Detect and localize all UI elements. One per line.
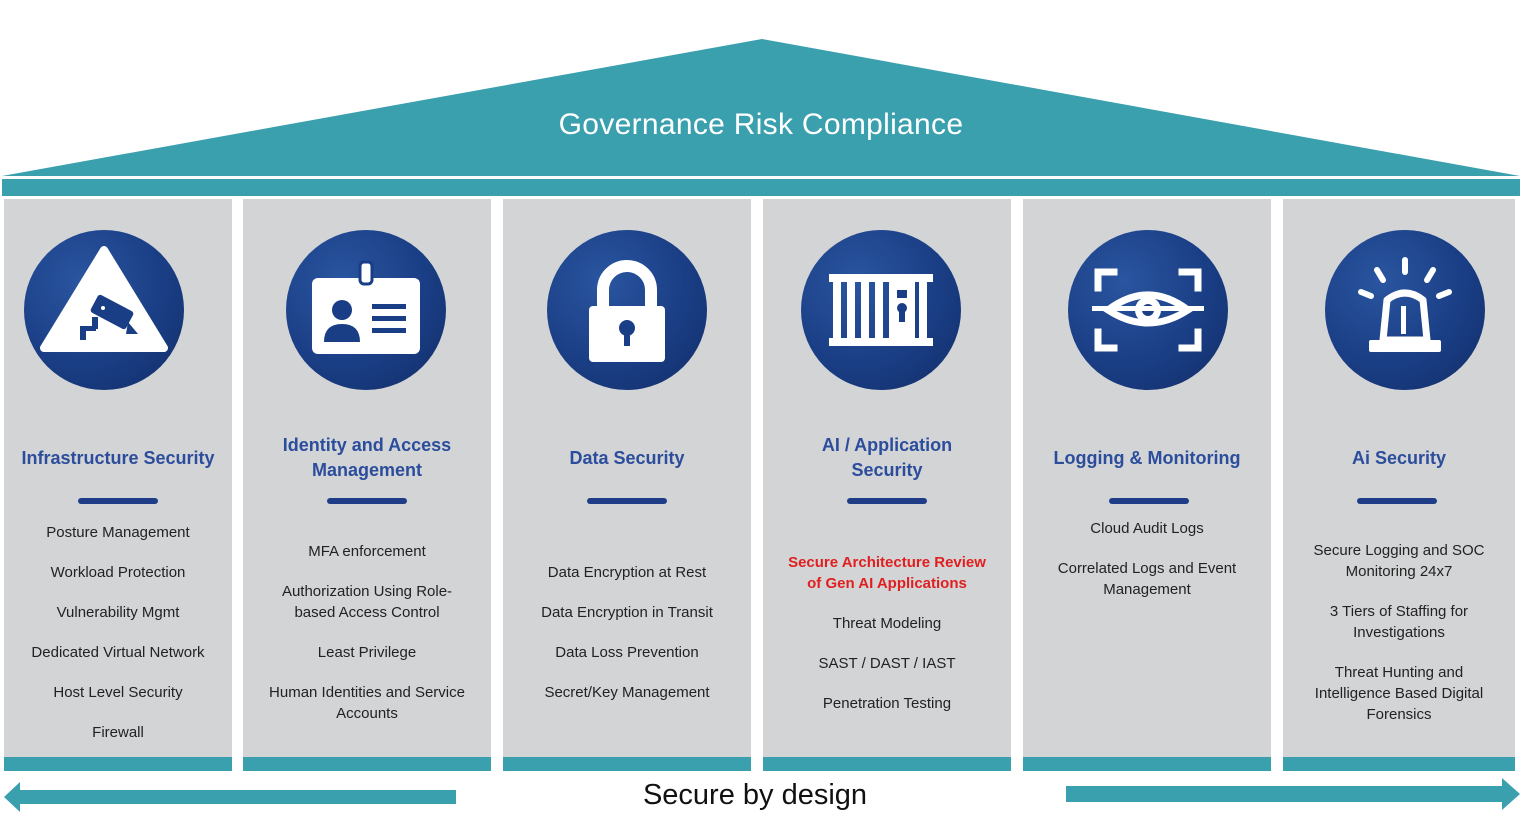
pillar-data-security: Data Security Data Encryption at Rest Da… [503, 199, 751, 771]
pillar-item: Secure Logging and SOC Monitoring 24x7 [1313, 542, 1485, 580]
pillar-item: Workload Protection [50, 564, 186, 581]
pillar-infrastructure-security: Infrastructure Security Posture Manageme… [4, 199, 232, 771]
pillar-item: Penetration Testing [822, 694, 952, 712]
pillar-identity-access-management: Identity and Access Management MFA enfor… [243, 199, 491, 771]
pillar-base [503, 757, 751, 771]
pillar-item: Threat Hunting and Intelligence Based Di… [1314, 664, 1484, 723]
pillar-divider [78, 498, 158, 504]
pillar-logging-monitoring: Logging & Monitoring Cloud Audit Logs Co… [1023, 199, 1271, 771]
pillar-divider [1357, 498, 1437, 504]
pillar-item: Vulnerability Mgmt [56, 604, 180, 621]
pillar-ai-security: Ai Security Secure Logging and SOC Monit… [1283, 199, 1515, 771]
roof [2, 39, 1520, 196]
pillar-item: Firewall [92, 724, 144, 741]
pillar-title: Ai Security [1351, 447, 1447, 468]
surveillance-camera-warning-icon [24, 230, 184, 390]
pillar-items: MFA enforcement Authorization Using Role… [247, 511, 487, 754]
pillar-item-highlight: Secure Architecture Review of Gen AI App… [788, 553, 986, 592]
firewall-bars-lock-icon [801, 230, 961, 390]
pillar-item: Secret/Key Management [544, 684, 710, 701]
eye-scan-icon [1068, 230, 1228, 390]
pillar-item: Data Loss Prevention [555, 644, 699, 661]
pillar-items: Posture Management Workload Protection V… [8, 511, 228, 754]
pillar-item: Posture Management [46, 524, 190, 541]
pillar-title: Data Security [569, 447, 685, 468]
pillar-base [4, 757, 232, 771]
pillar-title: AI / Application Security [821, 435, 953, 480]
pillar-divider [327, 498, 407, 504]
pillar-item: Authorization Using Role-based Access Co… [281, 583, 453, 621]
pillar-divider [587, 498, 667, 504]
pillar-items: Data Encryption at Rest Data Encryption … [507, 511, 747, 754]
pillar-item: Least Privilege [317, 644, 417, 661]
pillar-base [1023, 757, 1271, 771]
pillar-item: Dedicated Virtual Network [31, 644, 205, 661]
pillar-items: Secure Logging and SOC Monitoring 24x7 3… [1287, 511, 1511, 754]
pillar-title: Identity and Access Management [282, 435, 452, 480]
pillar-base [763, 757, 1011, 771]
pillar-item: Correlated Logs and Event Management [1057, 560, 1237, 598]
pillar-item: Threat Modeling [832, 614, 942, 632]
alarm-siren-icon [1325, 230, 1485, 390]
footer-label: Secure by design [642, 779, 868, 811]
pillar-items: Cloud Audit Logs Correlated Logs and Eve… [1027, 511, 1267, 754]
pillar-item: SAST / DAST / IAST [818, 654, 956, 672]
pillar-items: Secure Architecture Review of Gen AI App… [767, 511, 1007, 754]
id-badge-icon [286, 230, 446, 390]
roof-beam [2, 179, 1520, 196]
pillar-item: 3 Tiers of Staffing for Investigations [1329, 603, 1469, 641]
right-arrow-icon [1066, 778, 1520, 810]
roof-title: Governance Risk Compliance [558, 108, 964, 141]
pillar-divider [847, 498, 927, 504]
pillar-item: Data Encryption in Transit [541, 604, 713, 621]
pillar-item: Cloud Audit Logs [1090, 520, 1204, 537]
pillar-item: Host Level Security [53, 684, 183, 701]
pillar-divider [1109, 498, 1189, 504]
left-arrow-icon [4, 782, 456, 812]
pillar-ai-application-security: AI / Application Security Secure Archite… [763, 199, 1011, 771]
roof-triangle [2, 39, 1520, 176]
pillar-base [1283, 757, 1515, 771]
padlock-icon [547, 230, 707, 390]
pillar-base [243, 757, 491, 771]
pillar-title: Logging & Monitoring [1053, 447, 1241, 468]
pillar-item: Data Encryption at Rest [547, 564, 707, 581]
pillar-item: Human Identities and Service Accounts [269, 684, 465, 722]
pillar-item: MFA enforcement [308, 543, 426, 560]
pillar-title: Infrastructure Security [21, 447, 215, 468]
